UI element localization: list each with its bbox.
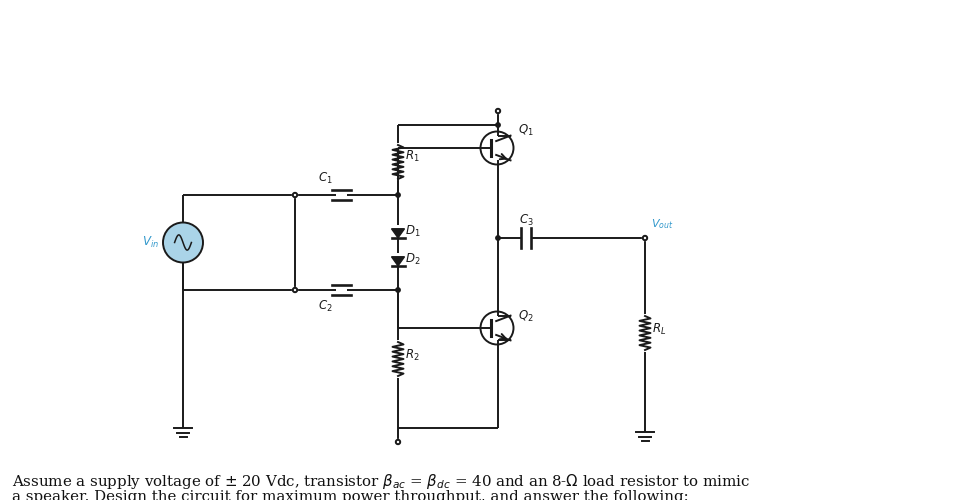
Text: $V_{out}$: $V_{out}$ bbox=[651, 217, 674, 231]
Text: $C_1$: $C_1$ bbox=[318, 171, 333, 186]
Circle shape bbox=[642, 236, 647, 240]
Circle shape bbox=[496, 123, 500, 127]
Circle shape bbox=[496, 236, 500, 240]
Circle shape bbox=[293, 288, 297, 292]
Text: a speaker. Design the circuit for maximum power throughput, and answer the follo: a speaker. Design the circuit for maximu… bbox=[12, 490, 688, 500]
Polygon shape bbox=[392, 228, 404, 238]
Polygon shape bbox=[392, 257, 404, 266]
Text: $D_1$: $D_1$ bbox=[405, 224, 421, 238]
Text: $D_2$: $D_2$ bbox=[405, 252, 421, 266]
Text: $Q_2$: $Q_2$ bbox=[517, 309, 533, 324]
Text: $R_2$: $R_2$ bbox=[405, 348, 420, 362]
Text: $C_2$: $C_2$ bbox=[318, 299, 333, 314]
Circle shape bbox=[496, 109, 500, 113]
Circle shape bbox=[396, 193, 401, 197]
Circle shape bbox=[396, 440, 401, 444]
Text: $R_1$: $R_1$ bbox=[405, 148, 420, 164]
Text: $R_L$: $R_L$ bbox=[652, 322, 666, 336]
Circle shape bbox=[163, 222, 203, 262]
Text: $V_{in}$: $V_{in}$ bbox=[142, 235, 159, 250]
Text: $Q_1$: $Q_1$ bbox=[517, 123, 533, 138]
Text: $C_3$: $C_3$ bbox=[519, 213, 533, 228]
Text: Assume a supply voltage of $\pm$ 20 Vdc, transistor $\beta_{ac}$ = $\beta_{dc}$ : Assume a supply voltage of $\pm$ 20 Vdc,… bbox=[12, 472, 750, 491]
Circle shape bbox=[293, 193, 297, 197]
Circle shape bbox=[396, 288, 401, 292]
